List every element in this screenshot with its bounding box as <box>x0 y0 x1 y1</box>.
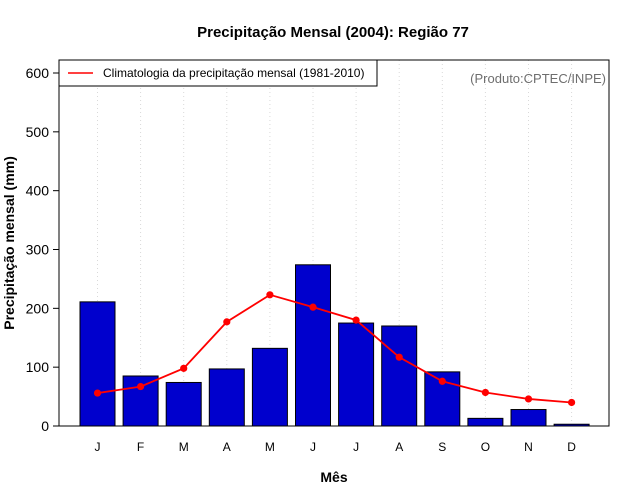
x-category-label: N <box>524 440 533 454</box>
precip-bar <box>467 417 504 427</box>
x-category-label: M <box>179 440 189 454</box>
y-tick-label: 500 <box>26 124 50 140</box>
climatology-series <box>93 291 576 407</box>
precip-bar <box>208 368 245 427</box>
precip-bar <box>165 381 202 427</box>
x-category-label: M <box>265 440 275 454</box>
precip-bar <box>295 264 331 427</box>
climatology-point <box>481 388 489 397</box>
legend: Climatologia da precipitação mensal (198… <box>58 59 378 87</box>
chart-title: Precipitação Mensal (2004): Região 77 <box>197 24 469 41</box>
y-axis: 0 100 200 300 400 500 600 <box>26 65 59 434</box>
climatology-point <box>223 318 231 326</box>
x-category-label: J <box>310 440 316 454</box>
precip-bar <box>381 325 418 427</box>
precip-bar <box>251 347 288 427</box>
climatology-point <box>524 395 533 403</box>
y-tick-label: 200 <box>26 300 50 316</box>
climatology-point <box>438 377 446 385</box>
y-tick-label: 0 <box>41 418 49 434</box>
climatology-line <box>97 293 572 404</box>
climatology-point <box>309 303 317 311</box>
vertical-grid <box>97 60 573 426</box>
climatology-point <box>137 382 145 391</box>
y-axis-title: Precipitação mensal (mm) <box>1 156 17 330</box>
x-category-label: A <box>395 440 403 454</box>
precip-bar <box>79 301 116 427</box>
climatology-point <box>395 353 403 361</box>
x-category-label: F <box>137 440 144 454</box>
x-category-label: A <box>223 440 231 454</box>
x-category-label: S <box>438 440 446 454</box>
legend-box <box>58 59 378 87</box>
x-axis-title: Mês <box>320 469 347 485</box>
legend-label: Climatologia da precipitação mensal (198… <box>103 66 364 80</box>
credit-label: (Produto:CPTEC/INPE) <box>470 71 606 86</box>
y-tick-label: 400 <box>26 183 50 199</box>
y-tick-label: 300 <box>26 242 50 258</box>
bar-series <box>79 264 590 427</box>
x-category-label: J <box>353 440 359 454</box>
precip-bar <box>338 322 375 427</box>
x-category-label: J <box>95 440 101 454</box>
x-category-label: D <box>567 440 576 454</box>
climatology-point <box>180 364 188 372</box>
climatology-point <box>568 398 576 407</box>
y-tick-label: 100 <box>26 359 50 375</box>
climatology-point <box>266 291 274 299</box>
plot-border <box>58 59 610 427</box>
climatology-point <box>93 389 102 397</box>
climatology-point <box>352 316 360 324</box>
x-category-label: O <box>481 440 490 454</box>
precip-bar <box>510 409 547 427</box>
y-tick-label: 600 <box>26 65 50 81</box>
